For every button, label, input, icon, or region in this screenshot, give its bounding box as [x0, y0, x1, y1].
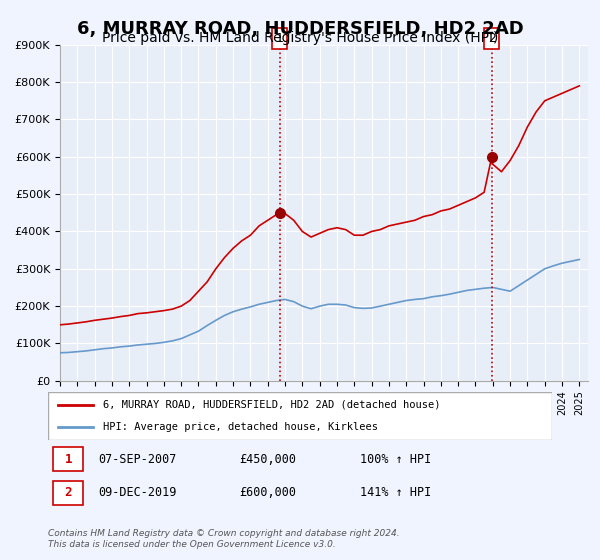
Text: 6, MURRAY ROAD, HUDDERSFIELD, HD2 2AD (detached house): 6, MURRAY ROAD, HUDDERSFIELD, HD2 2AD (d… [103, 400, 441, 410]
Text: 6, MURRAY ROAD, HUDDERSFIELD, HD2 2AD: 6, MURRAY ROAD, HUDDERSFIELD, HD2 2AD [77, 20, 523, 38]
Text: £600,000: £600,000 [239, 486, 296, 500]
Text: Price paid vs. HM Land Registry's House Price Index (HPI): Price paid vs. HM Land Registry's House … [102, 31, 498, 45]
Text: £450,000: £450,000 [239, 452, 296, 466]
Text: 07-SEP-2007: 07-SEP-2007 [98, 452, 177, 466]
Text: 1: 1 [64, 452, 72, 466]
Text: 141% ↑ HPI: 141% ↑ HPI [361, 486, 432, 500]
FancyBboxPatch shape [53, 447, 83, 472]
Text: 1: 1 [276, 32, 284, 45]
Text: 2: 2 [64, 486, 72, 500]
Text: 2: 2 [488, 32, 496, 45]
Text: 100% ↑ HPI: 100% ↑ HPI [361, 452, 432, 466]
Text: HPI: Average price, detached house, Kirklees: HPI: Average price, detached house, Kirk… [103, 422, 379, 432]
Text: Contains HM Land Registry data © Crown copyright and database right 2024.
This d: Contains HM Land Registry data © Crown c… [48, 529, 400, 549]
FancyBboxPatch shape [53, 480, 83, 505]
Text: 09-DEC-2019: 09-DEC-2019 [98, 486, 177, 500]
